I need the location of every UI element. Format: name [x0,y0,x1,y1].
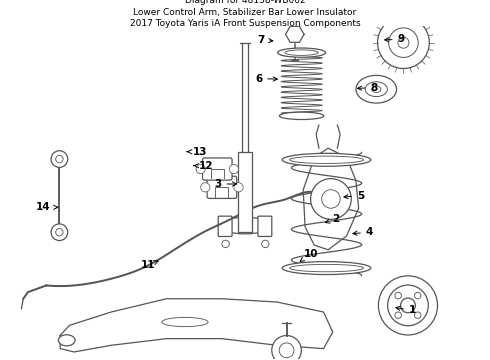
FancyBboxPatch shape [258,216,272,237]
Ellipse shape [282,262,371,275]
Ellipse shape [220,217,270,234]
Ellipse shape [290,156,364,163]
Circle shape [378,276,438,335]
Circle shape [222,240,229,248]
Ellipse shape [356,75,396,103]
Polygon shape [286,26,304,42]
Polygon shape [60,299,333,352]
Circle shape [415,312,421,319]
Text: 8: 8 [358,82,378,93]
Circle shape [398,37,409,48]
Ellipse shape [58,335,75,346]
Ellipse shape [277,48,325,57]
FancyBboxPatch shape [202,158,232,180]
Circle shape [56,229,63,236]
Text: 13: 13 [187,147,207,157]
Text: 11: 11 [141,261,158,270]
Polygon shape [303,148,359,250]
Text: 12: 12 [194,161,214,171]
Circle shape [378,17,429,68]
Circle shape [51,151,68,167]
Circle shape [311,179,351,219]
Circle shape [56,156,63,163]
Ellipse shape [162,318,208,327]
Ellipse shape [285,50,318,55]
Circle shape [389,28,418,58]
Ellipse shape [279,112,324,120]
Text: Diagram for 48158-WB002: Diagram for 48158-WB002 [185,0,305,5]
Text: Lower Control Arm, Stabilizer Bar Lower Insulator: Lower Control Arm, Stabilizer Bar Lower … [133,8,357,17]
Circle shape [400,298,416,313]
Text: 5: 5 [344,191,364,201]
Circle shape [51,224,68,240]
Circle shape [262,240,269,248]
Bar [238,152,252,232]
Text: 2: 2 [325,214,339,224]
Text: 7: 7 [257,35,273,45]
Circle shape [229,165,239,174]
Circle shape [201,183,210,192]
Circle shape [388,285,428,326]
FancyBboxPatch shape [218,216,232,237]
Circle shape [395,292,401,299]
Text: 14: 14 [36,202,58,212]
Text: 6: 6 [255,73,277,84]
Text: 9: 9 [385,34,405,44]
Circle shape [234,183,243,192]
Ellipse shape [290,264,364,272]
Circle shape [321,190,340,208]
Circle shape [395,312,401,319]
Ellipse shape [282,153,371,166]
Text: 10: 10 [300,249,318,262]
Circle shape [279,343,294,358]
Text: 1: 1 [396,305,416,315]
Text: 4: 4 [353,227,373,237]
Text: 3: 3 [214,179,237,189]
Ellipse shape [371,86,381,93]
Ellipse shape [365,82,388,96]
Circle shape [272,336,301,360]
FancyBboxPatch shape [207,176,237,198]
Circle shape [415,292,421,299]
Circle shape [196,165,205,174]
Text: 2017 Toyota Yaris iA Front Suspension Components: 2017 Toyota Yaris iA Front Suspension Co… [130,19,360,28]
